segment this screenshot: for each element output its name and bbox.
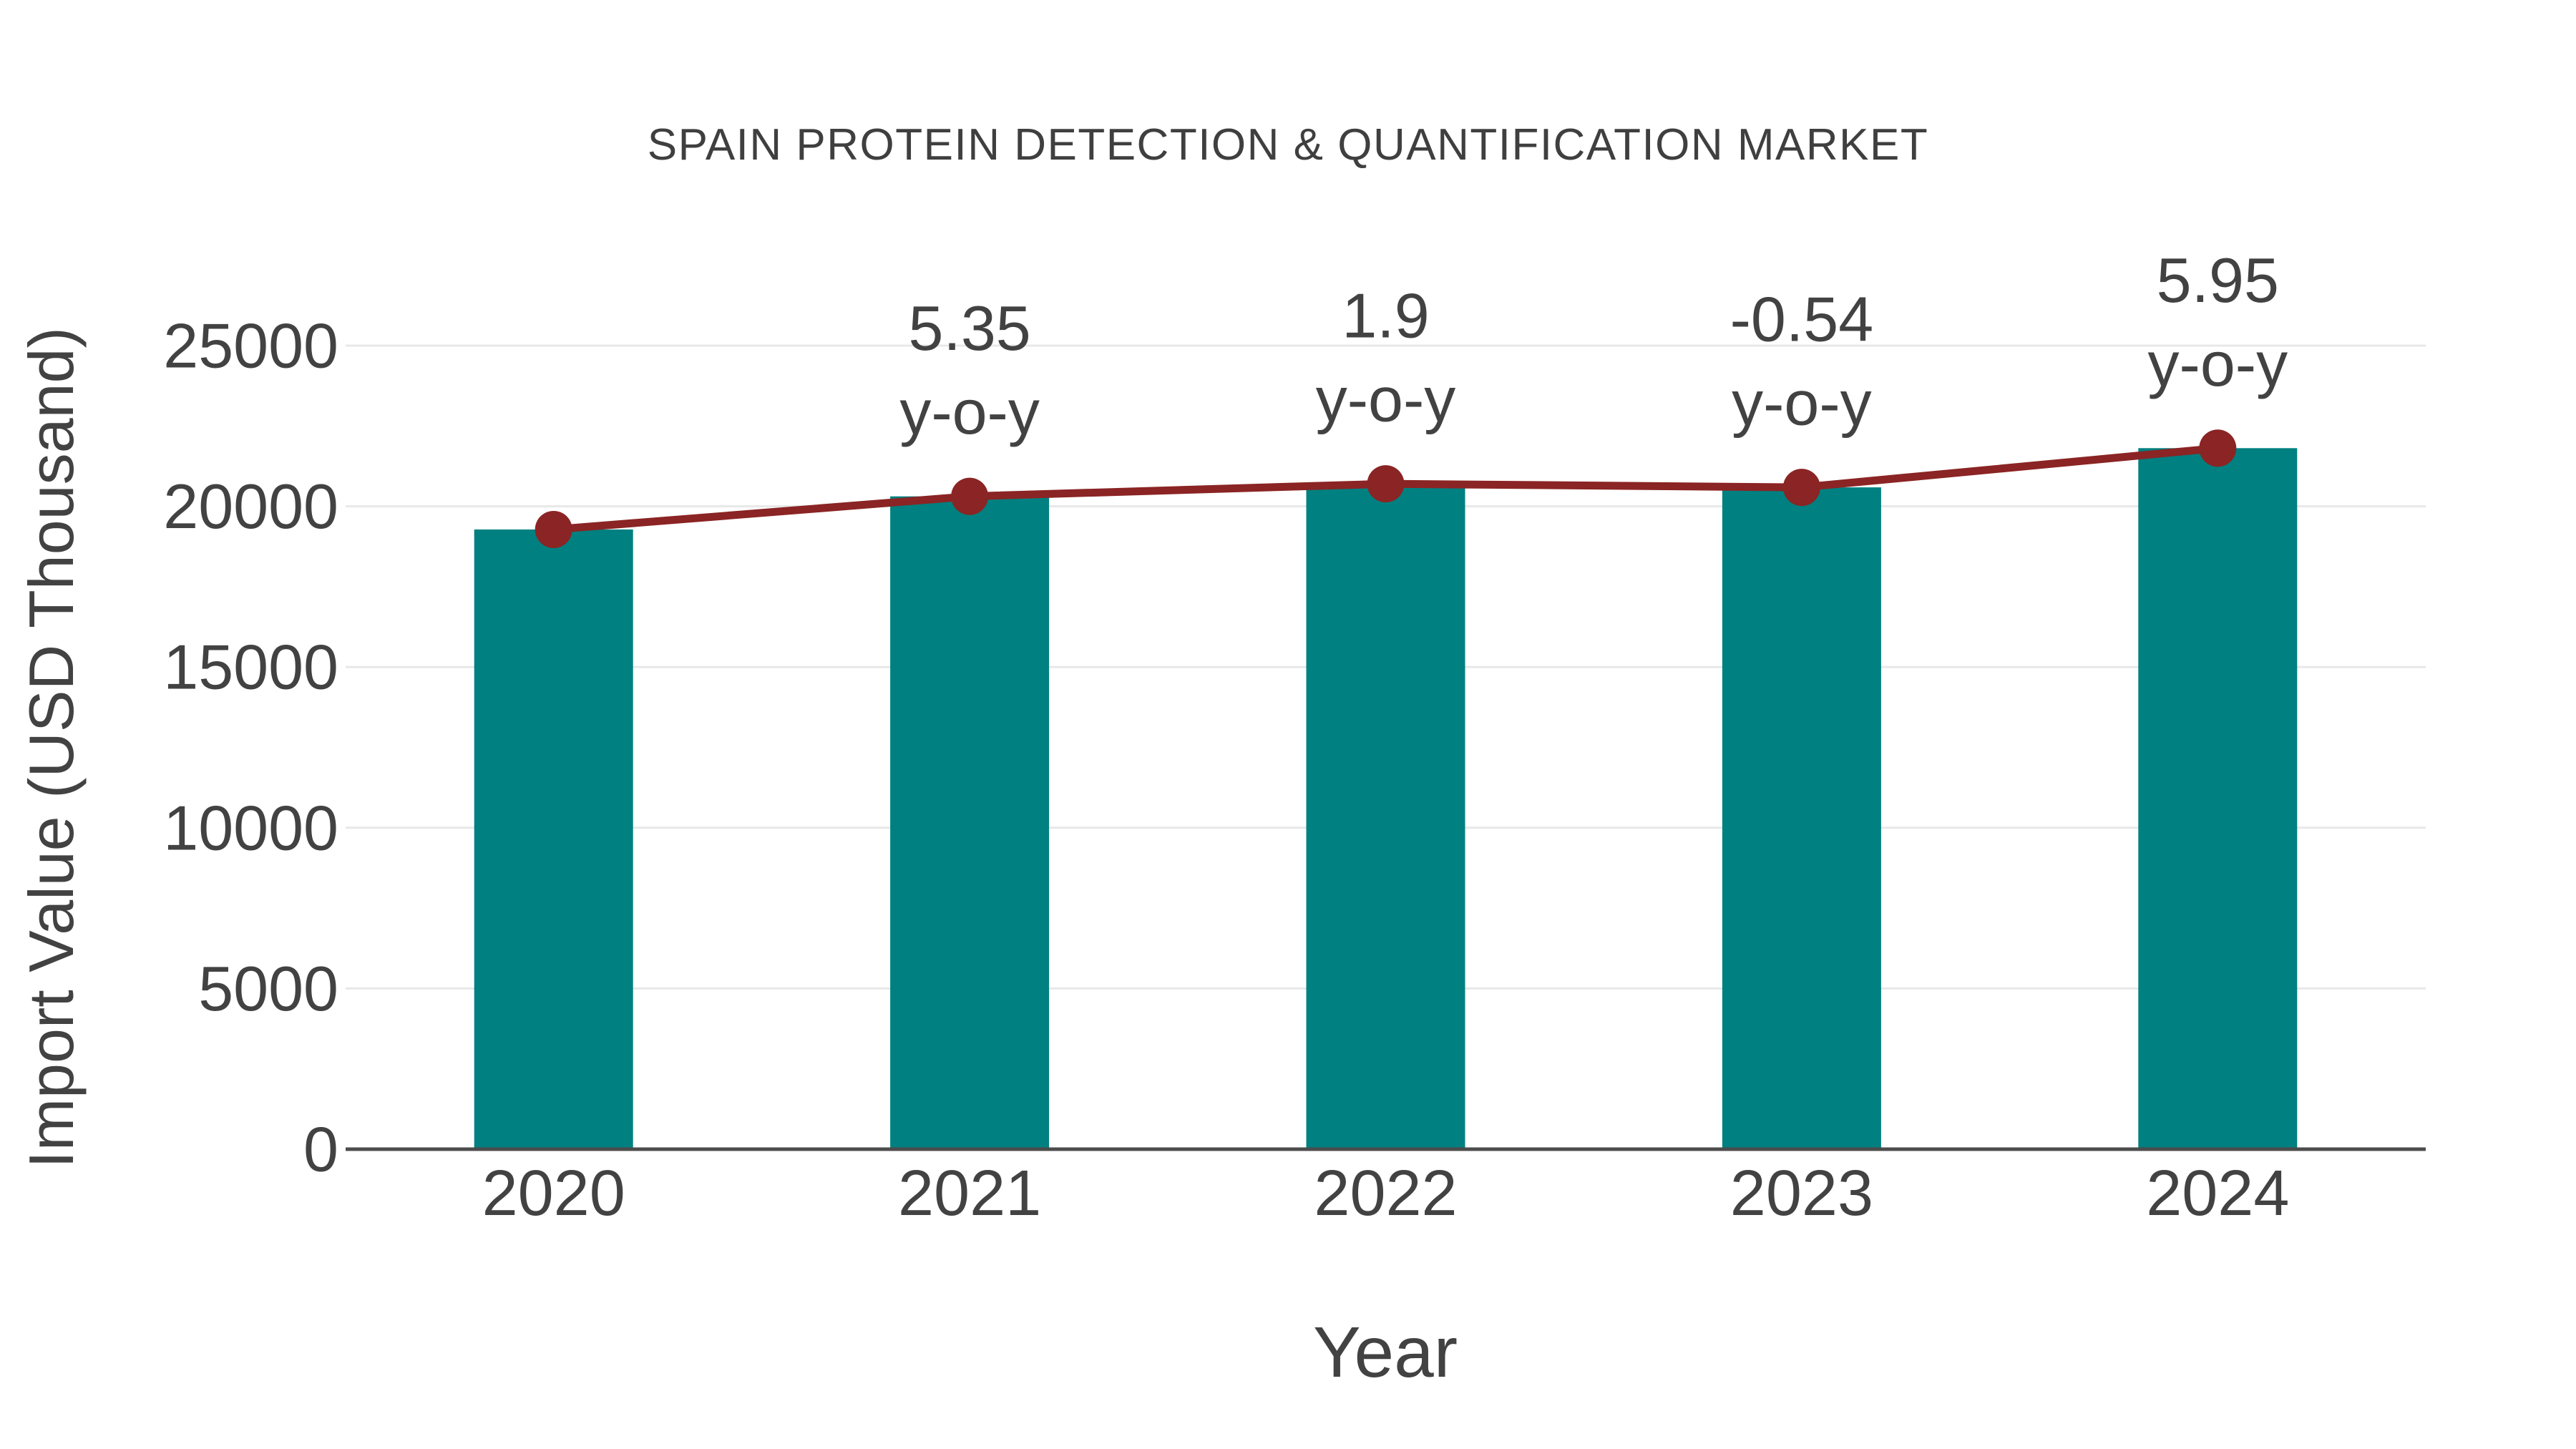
trend-marker-2023 (1782, 469, 1820, 507)
yoy-label-2024: y-o-y (2148, 328, 2288, 399)
yoy-value-2024: 5.95 (2157, 245, 2279, 316)
trend-marker-2020 (535, 510, 572, 548)
y-tick-label-0: 0 (303, 1114, 338, 1185)
yoy-value-2023: -0.54 (1730, 284, 1874, 355)
bar-2021 (890, 496, 1050, 1149)
trend-marker-2024 (2199, 429, 2237, 467)
y-tick-label-5000: 5000 (198, 953, 338, 1024)
yoy-value-2022: 1.9 (1342, 280, 1429, 351)
x-axis-title: Year (1312, 1312, 1458, 1392)
yoy-label-2023: y-o-y (1732, 368, 1872, 439)
chart-title: SPAIN PROTEIN DETECTION & QUANTIFICATION… (647, 120, 1929, 170)
y-tick-label-15000: 15000 (163, 632, 338, 703)
x-tick-label-2023: 2023 (1730, 1158, 1873, 1229)
yoy-value-2021: 5.35 (908, 293, 1030, 364)
x-tick-label-2024: 2024 (2146, 1158, 2289, 1229)
bar-2024 (2138, 448, 2298, 1149)
x-tick-label-2021: 2021 (898, 1158, 1041, 1229)
x-tick-label-2020: 2020 (482, 1158, 625, 1229)
y-tick-label-10000: 10000 (163, 792, 338, 863)
bar-2022 (1306, 484, 1465, 1149)
y-tick-label-25000: 25000 (163, 311, 338, 381)
yoy-label-2021: y-o-y (899, 376, 1040, 447)
x-tick-label-2022: 2022 (1314, 1158, 1457, 1229)
bar-2023 (1722, 487, 1881, 1149)
trend-marker-2022 (1367, 465, 1405, 503)
bar-2020 (474, 529, 633, 1149)
yoy-label-2022: y-o-y (1316, 364, 1456, 435)
y-tick-label-20000: 20000 (163, 471, 338, 542)
trend-marker-2021 (951, 477, 989, 515)
